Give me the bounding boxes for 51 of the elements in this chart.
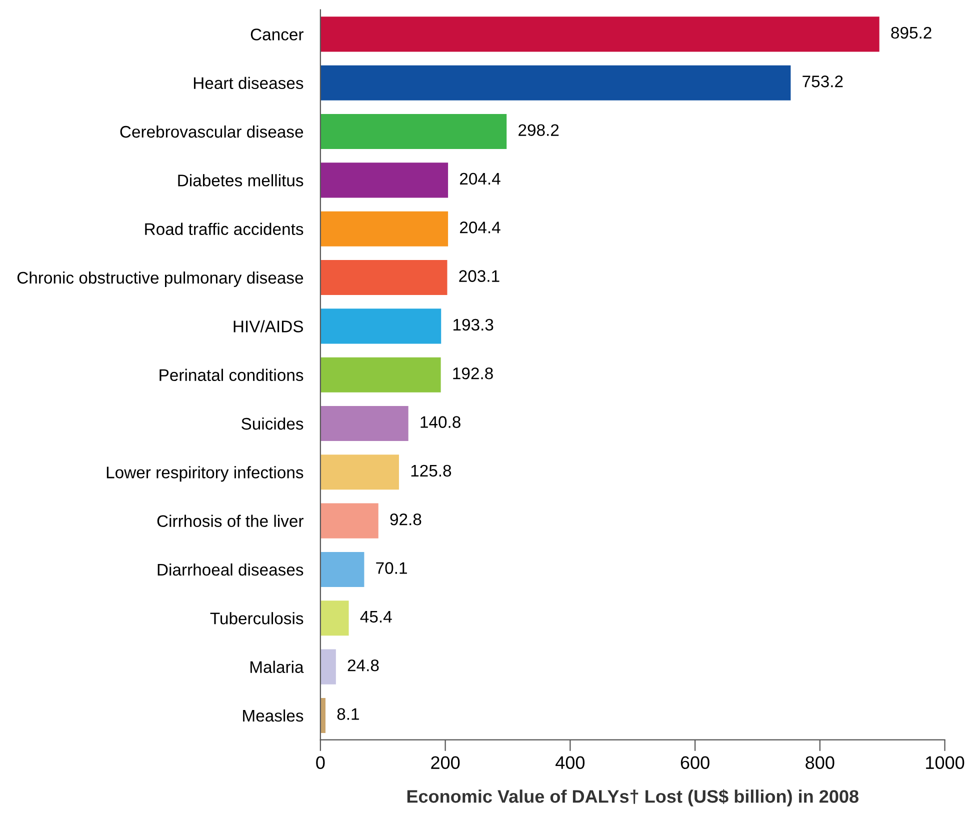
bar	[320, 65, 791, 100]
y-tick-label: Perinatal conditions	[160, 368, 304, 382]
bar	[320, 308, 442, 344]
bar	[320, 406, 408, 442]
data-label: 298.2	[518, 124, 559, 136]
data-label: 45.4	[360, 610, 392, 623]
data-label: 70.1	[376, 562, 407, 574]
x-tick-label: 400	[556, 756, 585, 770]
data-label: 125.8	[411, 464, 452, 477]
bar	[320, 454, 399, 490]
y-tick-label: Road traffic accidents	[145, 222, 304, 236]
bar	[320, 600, 349, 636]
bar	[320, 211, 448, 246]
x-axis-title: Economic Value of DALYs† Lost (US$ billion) in 2008	[407, 789, 858, 806]
y-tick-label: Lower respiritory infections	[106, 466, 304, 482]
data-label: 204.4	[460, 222, 500, 234]
bar	[320, 260, 448, 296]
y-tick-label: Diarrhoeal diseases	[158, 563, 304, 576]
data-label: 92.8	[390, 513, 422, 526]
data-label: 895.2	[891, 26, 932, 39]
data-label: 204.4	[460, 172, 500, 185]
x-tick-label: 0	[316, 756, 325, 770]
x-tick-label: 200	[431, 756, 460, 770]
data-label: 193.3	[454, 318, 494, 331]
data-label: 24.8	[348, 659, 379, 672]
y-tick-label: Diabetes mellitus	[178, 174, 304, 186]
bar	[320, 503, 378, 538]
y-tick-label: Tuberculosis	[210, 612, 304, 624]
y-tick-label: Chronic obstructive pulmonary disease	[17, 271, 304, 288]
bar	[320, 357, 441, 392]
y-tick-label: Heart diseases	[194, 76, 304, 90]
x-tick-label: 600	[680, 756, 710, 770]
data-label: 203.1	[459, 270, 500, 282]
x-tick-label: 1000	[926, 756, 964, 770]
data-label: 140.8	[420, 416, 460, 428]
data-label: 8.1	[337, 708, 359, 720]
data-label: 753.2	[802, 76, 843, 88]
data-label: 192.8	[453, 368, 493, 380]
y-tick-label: Cerebrovascular disease	[120, 125, 304, 138]
y-tick-label: Suicides	[242, 417, 304, 430]
bar	[320, 649, 336, 684]
bar	[320, 16, 880, 52]
y-tick-label: Measles	[243, 709, 304, 722]
bar	[320, 552, 364, 587]
bar	[320, 114, 507, 150]
y-tick-label: Cirrhosis of the liver	[157, 514, 304, 528]
bar	[320, 162, 448, 198]
x-tick-label: 800	[806, 756, 834, 770]
y-tick-label: HIV/AIDS	[234, 320, 303, 332]
y-tick-label: Cancer	[250, 28, 304, 40]
y-tick-label: Malaria	[250, 660, 304, 674]
